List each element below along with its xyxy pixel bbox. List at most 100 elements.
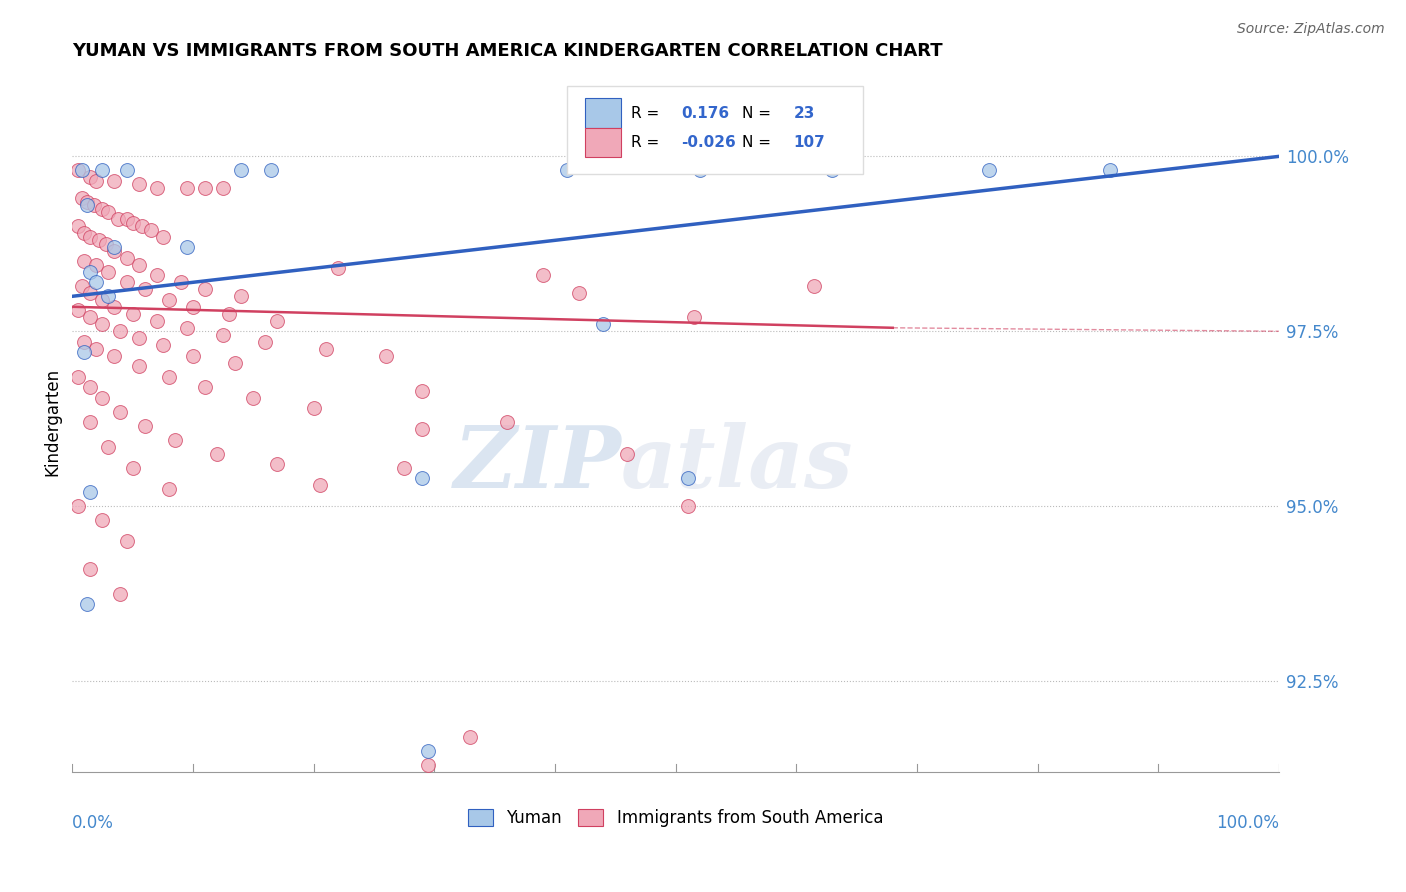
Point xyxy=(302,401,325,416)
Point xyxy=(97,265,120,279)
Point xyxy=(79,380,101,394)
Point xyxy=(676,471,699,485)
Text: 23: 23 xyxy=(794,105,815,120)
Point xyxy=(110,587,132,601)
Point xyxy=(411,422,433,436)
Point xyxy=(157,293,180,307)
Point xyxy=(115,212,138,227)
Point xyxy=(67,163,90,178)
Point xyxy=(139,223,162,237)
Text: YUMAN VS IMMIGRANTS FROM SOUTH AMERICA KINDERGARTEN CORRELATION CHART: YUMAN VS IMMIGRANTS FROM SOUTH AMERICA K… xyxy=(72,42,943,60)
Text: N =: N = xyxy=(742,135,776,150)
Text: 107: 107 xyxy=(794,135,825,150)
Point xyxy=(103,300,125,314)
Point xyxy=(103,240,125,254)
Point xyxy=(218,307,240,321)
Point xyxy=(531,268,554,283)
Point xyxy=(115,275,138,289)
Text: -0.026: -0.026 xyxy=(682,135,737,150)
Point xyxy=(176,240,198,254)
Point xyxy=(94,236,117,251)
Point xyxy=(87,233,110,247)
Point xyxy=(79,562,101,576)
Point xyxy=(592,318,614,332)
Point xyxy=(308,478,330,492)
Point xyxy=(170,275,193,289)
Point xyxy=(224,356,246,370)
Point xyxy=(103,244,125,258)
Point xyxy=(128,331,150,345)
Point xyxy=(70,163,93,178)
Point xyxy=(429,793,451,807)
Point xyxy=(803,278,825,293)
Point xyxy=(131,219,153,234)
Text: R =: R = xyxy=(631,105,664,120)
Point xyxy=(134,282,156,296)
Point xyxy=(176,320,198,334)
Point xyxy=(86,258,108,272)
Point xyxy=(79,310,101,325)
Point xyxy=(86,174,108,188)
Text: R =: R = xyxy=(631,135,664,150)
FancyBboxPatch shape xyxy=(585,98,621,128)
Point xyxy=(76,597,98,611)
Point xyxy=(676,499,699,513)
FancyBboxPatch shape xyxy=(567,87,863,174)
Point xyxy=(157,369,180,384)
Point xyxy=(115,251,138,265)
Text: N =: N = xyxy=(742,105,776,120)
Point xyxy=(67,369,90,384)
Point xyxy=(194,282,217,296)
Point xyxy=(163,433,186,447)
Point xyxy=(107,212,129,227)
Y-axis label: Kindergarten: Kindergarten xyxy=(44,368,60,476)
Point xyxy=(176,181,198,195)
Point xyxy=(103,349,125,363)
Point xyxy=(91,391,114,405)
Legend: Yuman, Immigrants from South America: Yuman, Immigrants from South America xyxy=(461,802,890,834)
Point xyxy=(375,349,398,363)
Point xyxy=(326,261,349,276)
Text: Source: ZipAtlas.com: Source: ZipAtlas.com xyxy=(1237,22,1385,37)
Point xyxy=(73,227,96,241)
Text: ZIP: ZIP xyxy=(453,423,621,506)
Point xyxy=(110,405,132,419)
FancyBboxPatch shape xyxy=(585,128,621,157)
Point xyxy=(115,163,138,178)
Point xyxy=(555,163,578,178)
Point xyxy=(70,191,93,205)
Point xyxy=(266,457,288,471)
Point xyxy=(212,181,235,195)
Point xyxy=(194,181,217,195)
Point xyxy=(79,415,101,429)
Point xyxy=(260,163,283,178)
Point xyxy=(97,440,120,454)
Point xyxy=(392,460,415,475)
Point xyxy=(67,219,90,234)
Point xyxy=(76,194,98,209)
Point xyxy=(97,289,120,303)
Point xyxy=(73,345,96,359)
Point xyxy=(194,380,217,394)
Point xyxy=(134,418,156,433)
Point xyxy=(568,285,591,300)
Point xyxy=(79,485,101,500)
Point xyxy=(110,324,132,338)
Point xyxy=(979,163,1001,178)
Point xyxy=(76,198,98,212)
Point xyxy=(145,314,167,328)
Text: atlas: atlas xyxy=(621,423,853,506)
Point xyxy=(231,163,253,178)
Point xyxy=(181,349,204,363)
Point xyxy=(231,289,253,303)
Point xyxy=(152,338,174,352)
Point xyxy=(91,318,114,332)
Point xyxy=(79,170,101,185)
Point xyxy=(145,181,167,195)
Point xyxy=(1098,163,1121,178)
Point xyxy=(67,303,90,318)
Text: 100.0%: 100.0% xyxy=(1216,814,1279,832)
Point xyxy=(103,174,125,188)
Point xyxy=(128,178,150,192)
Point xyxy=(242,391,264,405)
